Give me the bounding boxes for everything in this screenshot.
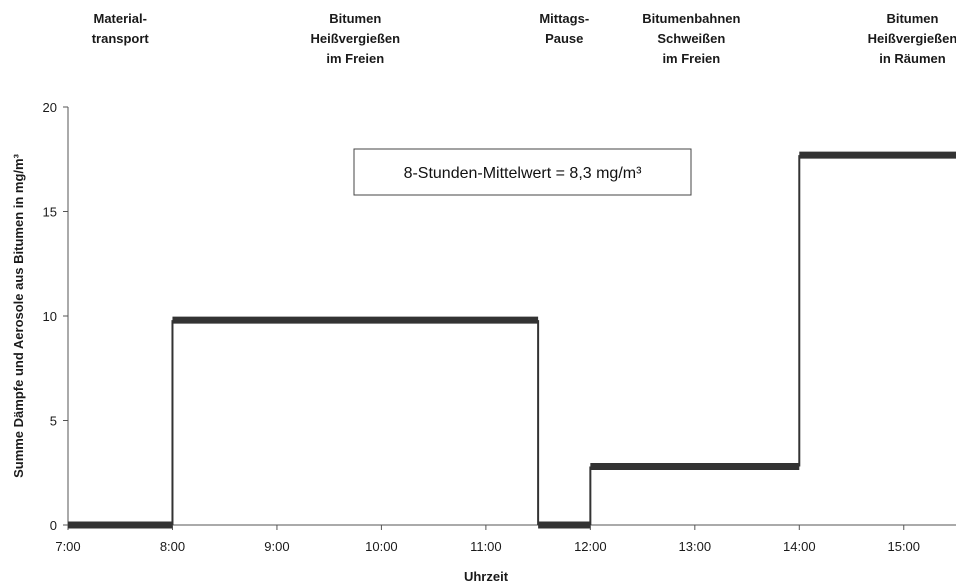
- x-tick-label: 11:00: [470, 539, 502, 554]
- y-tick-label: 0: [50, 518, 57, 533]
- x-tick-label: 15:00: [887, 539, 920, 554]
- phase-label-line: Heißvergießen: [868, 31, 956, 46]
- x-tick-label: 9:00: [264, 539, 289, 554]
- y-tick-label: 10: [43, 309, 57, 324]
- phase-label-line: in Räumen: [879, 51, 946, 66]
- phase-label-line: im Freien: [326, 51, 384, 66]
- mean-value-box: [353, 148, 692, 196]
- phase-label-line: Bitumen: [329, 11, 381, 26]
- phase-label-line: Bitumen: [886, 11, 938, 26]
- x-tick-label: 12:00: [574, 539, 607, 554]
- phase-label-line: Pause: [545, 31, 583, 46]
- phase-label-line: Schweißen: [657, 31, 725, 46]
- phase-label-line: Bitumenbahnen: [642, 11, 740, 26]
- x-tick-label: 8:00: [160, 539, 185, 554]
- phase-label-line: transport: [92, 31, 150, 46]
- x-ticks: 7:00 8:00 9:00 10:00 11:00 12:00 13:00 14:00 15:…: [55, 525, 920, 554]
- y-tick-label: 5: [50, 414, 57, 429]
- x-axis-title: Uhrzeit: [464, 569, 509, 584]
- phase-label-line: Mittags-: [539, 11, 589, 26]
- y-ticks: 0 5 10 15 20: [43, 100, 68, 533]
- step-series: [68, 151, 956, 529]
- phase-label-line: im Freien: [662, 51, 720, 66]
- mean-value-text: 8-Stunden-Mittelwert = 8,3 mg/m³: [404, 165, 643, 182]
- y-tick-label: 20: [43, 100, 57, 115]
- y-axis-title: Summe Dämpfe und Aerosole aus Bitumen in…: [11, 153, 26, 478]
- phase-label-line: Material-: [94, 11, 147, 26]
- y-tick-label: 15: [43, 205, 57, 220]
- x-tick-label: 7:00: [55, 539, 80, 554]
- phase-label-line: Heißvergießen: [310, 31, 400, 46]
- x-tick-label: 14:00: [783, 539, 816, 554]
- mean-value-annotation: 8-Stunden-Mittelwert = 8,3 mg/m³: [353, 148, 692, 196]
- x-tick-label: 13:00: [679, 539, 712, 554]
- phase-labels: Material-transport Bitumen Heißvergießen im…: [92, 11, 956, 66]
- x-tick-label: 10:00: [365, 539, 398, 554]
